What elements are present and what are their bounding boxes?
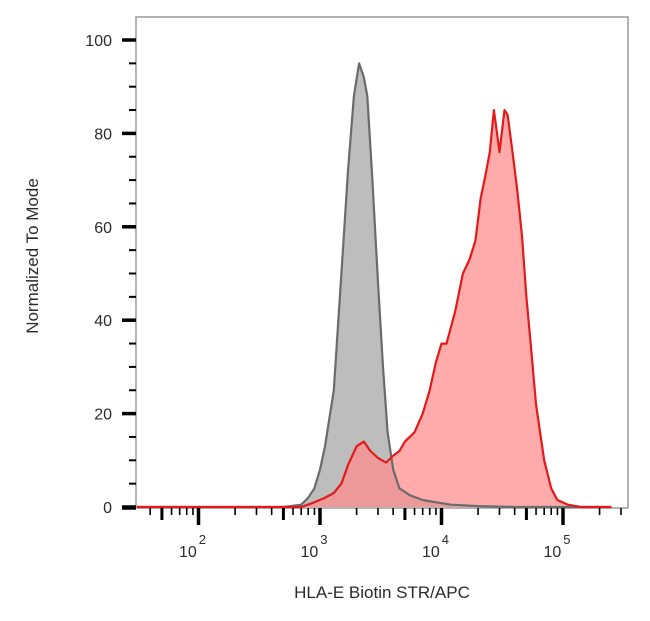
control-histogram-outline: [137, 62, 612, 509]
y-tick-label: 0: [103, 500, 112, 517]
y-tick-label: 40: [94, 313, 112, 330]
y-tick-label: 100: [85, 33, 112, 50]
y-tick-label: 80: [94, 126, 112, 143]
y-axis: 0 20 40 60 80 100: [85, 33, 136, 517]
x-axis: 102 103 104 105: [122, 506, 622, 561]
x-tick-label: 103: [300, 532, 327, 561]
x-tick-label: 102: [179, 532, 206, 561]
x-tick-label: 104: [422, 532, 449, 561]
stained-histogram-fill: [137, 110, 612, 507]
x-tick-label: 105: [543, 532, 570, 561]
control-histogram-fill: [137, 63, 612, 508]
y-axis-title: Normalized To Mode: [23, 178, 42, 334]
y-tick-label: 60: [94, 220, 112, 237]
x-axis-title: HLA-E Biotin STR/APC: [294, 583, 470, 602]
y-tick-label: 20: [94, 407, 112, 424]
stained-histogram-outline: [137, 109, 612, 509]
histogram-series: [137, 62, 612, 509]
